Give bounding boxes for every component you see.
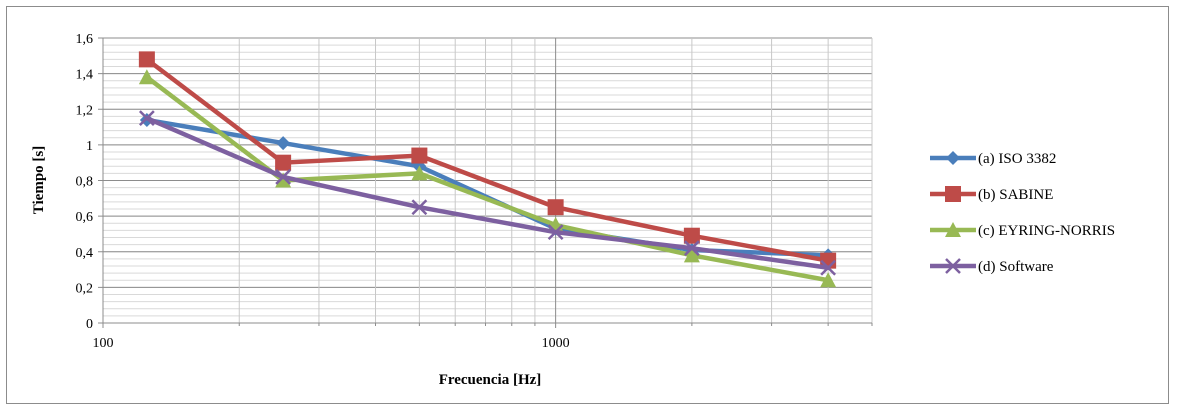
- y-axis-ticks: 0 0,2 0,4 0,6 0,8 1 1,2 1,4 1,6: [76, 32, 94, 332]
- data-point: [275, 169, 292, 185]
- data-point: [547, 224, 564, 241]
- y-tick-label: 0,4: [76, 246, 94, 261]
- data-point: [547, 199, 564, 216]
- x-tick-label: 1000: [542, 336, 570, 351]
- y-tick-label: 1,2: [76, 103, 94, 118]
- series-line: [144, 74, 831, 283]
- data-point: [820, 272, 837, 288]
- y-tick-label: 0,2: [76, 281, 94, 296]
- series-4: [138, 110, 837, 276]
- data-point: [276, 136, 291, 151]
- legend-label: (a) ISO 3382: [978, 151, 1056, 167]
- x-axis-ticks: 100 1000: [93, 336, 570, 351]
- y-tick-label: 1: [86, 139, 93, 154]
- legend-item: (d) Software: [930, 258, 1054, 275]
- x-axis-label: Frecuencia [Hz]: [439, 372, 542, 388]
- legend-label: (b) SABINE: [978, 187, 1053, 203]
- series-group: [138, 51, 837, 288]
- legend-marker: [946, 151, 960, 165]
- legend-item: (a) ISO 3382: [930, 151, 1056, 167]
- y-tick-label: 1,4: [76, 68, 94, 83]
- legend-marker: [945, 186, 961, 202]
- data-point: [138, 51, 155, 68]
- data-point: [683, 227, 700, 244]
- legend-item: (b) SABINE: [930, 186, 1053, 203]
- data-point: [411, 165, 428, 181]
- series-line: [144, 115, 831, 271]
- chart-frame: [6, 6, 1169, 404]
- data-point: [275, 172, 292, 188]
- legend-item: (c) EYRING-NORRIS: [930, 222, 1115, 239]
- legend: (a) ISO 3382 (b) SABINE (c) EYRING-NORRIS (…: [930, 151, 1115, 275]
- y-tick-label: 0: [86, 317, 93, 332]
- legend-marker: [945, 258, 961, 274]
- legend-label: (d) Software: [978, 259, 1054, 275]
- data-point: [683, 247, 700, 263]
- axes: [98, 37, 873, 328]
- data-point: [275, 154, 292, 171]
- y-tick-label: 1,6: [76, 32, 94, 47]
- y-tick-label: 0,8: [76, 175, 94, 190]
- series-line: [144, 57, 831, 263]
- legend-label: (c) EYRING-NORRIS: [978, 223, 1115, 239]
- y-tick-label: 0,6: [76, 210, 94, 225]
- data-point: [138, 110, 155, 127]
- data-point: [411, 199, 428, 216]
- data-point: [683, 240, 700, 257]
- data-point: [138, 69, 155, 85]
- y-axis-label: Tiempo [s]: [31, 146, 47, 214]
- data-point: [411, 147, 428, 164]
- legend-marker: [945, 222, 961, 237]
- x-tick-label: 100: [93, 336, 114, 351]
- data-point: [820, 259, 837, 276]
